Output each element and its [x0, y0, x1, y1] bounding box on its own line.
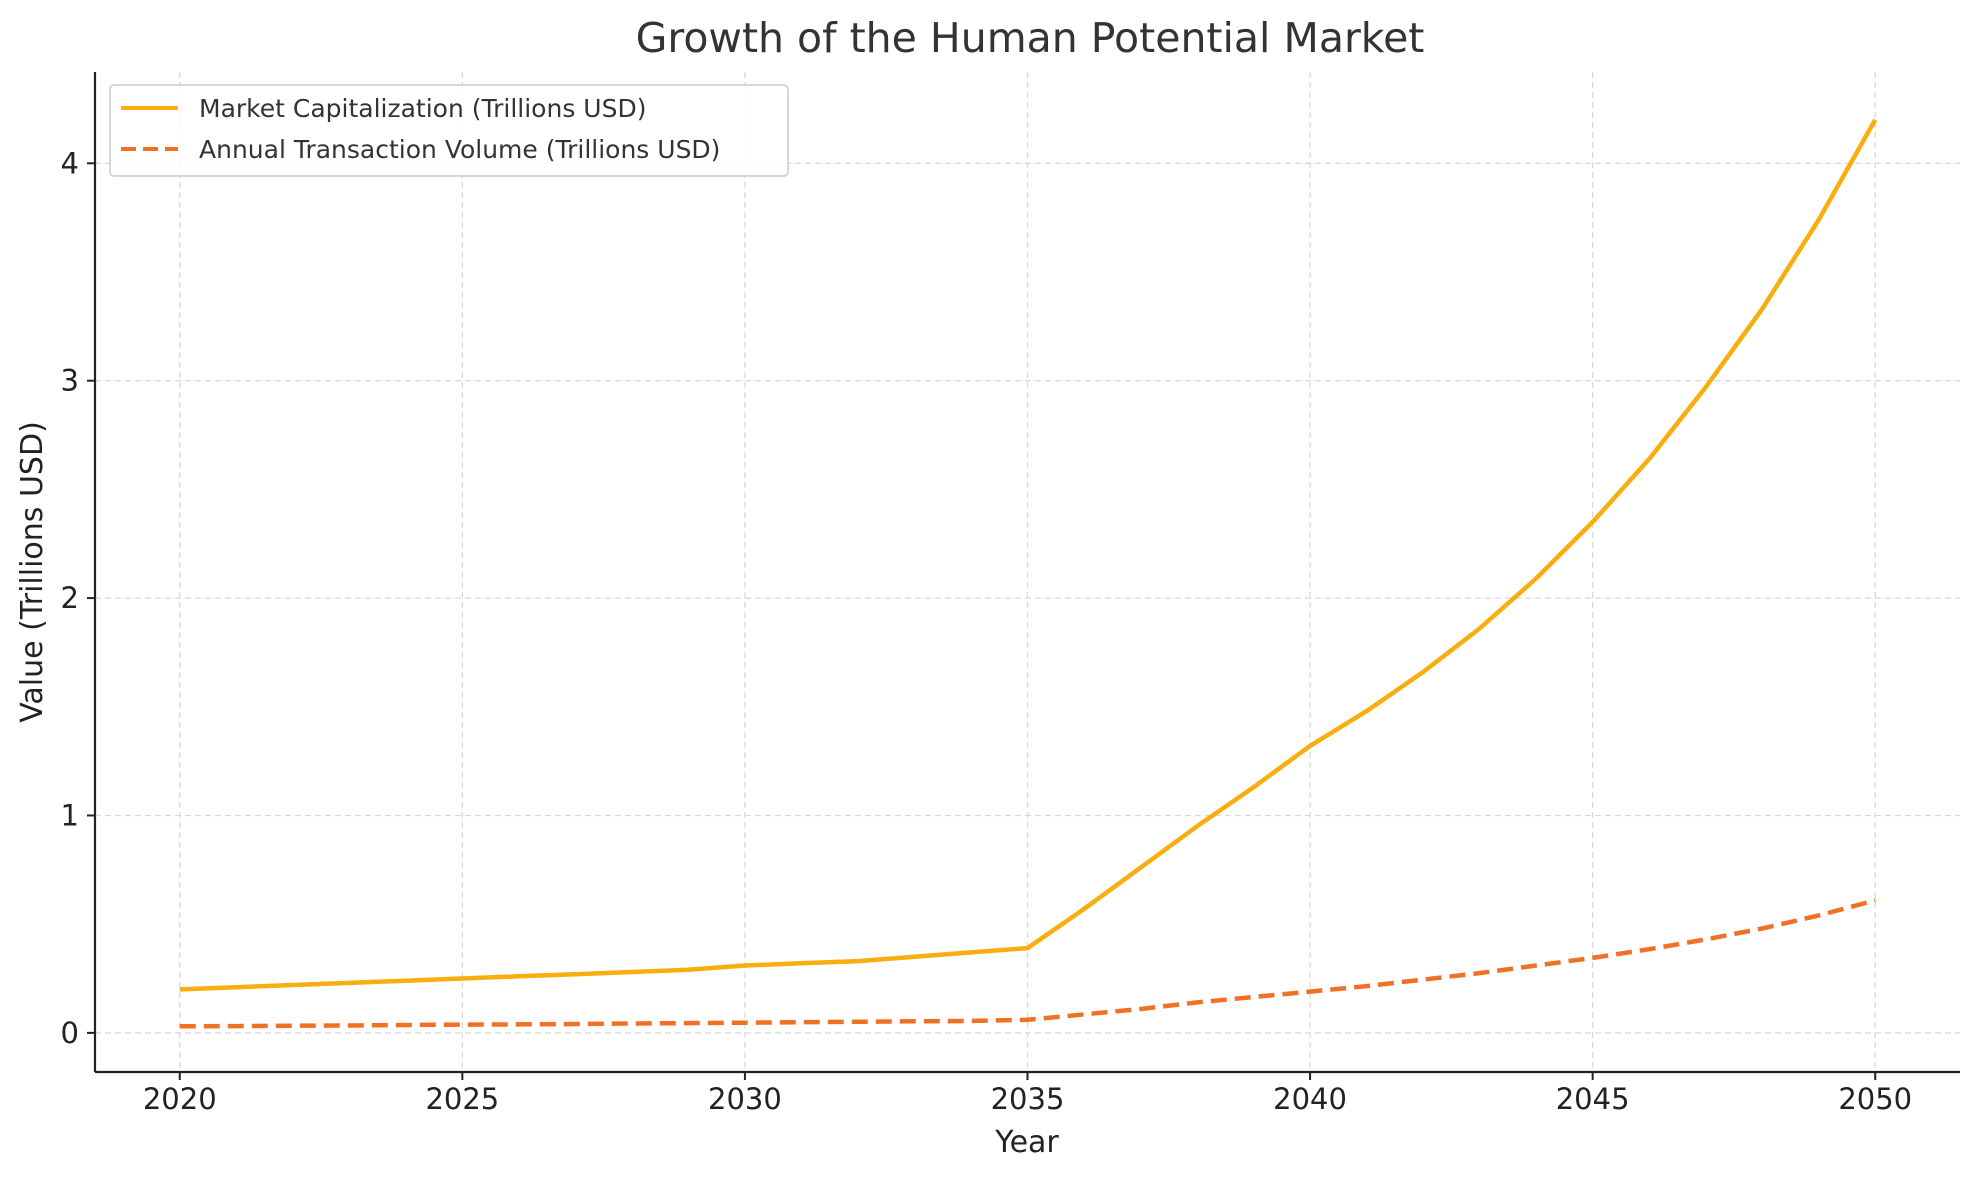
x-tick-label: 2025 — [425, 1082, 499, 1116]
y-tick-label: 1 — [61, 798, 79, 832]
chart-title: Growth of the Human Potential Market — [636, 14, 1425, 62]
x-axis-label: Year — [994, 1125, 1059, 1160]
y-tick-label: 4 — [61, 146, 79, 180]
y-tick-label: 3 — [61, 364, 79, 398]
x-tick-label: 2020 — [143, 1082, 217, 1116]
x-tick-label: 2045 — [1556, 1082, 1630, 1116]
x-tick-label: 2035 — [991, 1082, 1065, 1116]
y-axis-label: Value (Trillions USD) — [15, 421, 50, 723]
x-axis-ticks: 2020 2025 2030 2035 2040 2045 2050 — [143, 1072, 1912, 1116]
legend-label-market-cap: Market Capitalization (Trillions USD) — [199, 94, 646, 123]
grid-lines — [95, 72, 1960, 1072]
x-tick-label: 2050 — [1838, 1082, 1912, 1116]
series-lines — [179, 118, 1878, 1029]
legend-box — [109, 84, 789, 177]
legend-label-transaction-volume: Annual Transaction Volume (Trillions USD… — [199, 135, 720, 164]
y-tick-label: 2 — [61, 581, 79, 615]
series-line-transaction-volume — [179, 898, 1876, 1029]
legend: Market Capitalization (Trillions USD) An… — [109, 84, 789, 177]
y-axis-ticks: 0 1 2 3 4 — [61, 146, 95, 1050]
x-tick-label: 2040 — [1273, 1082, 1347, 1116]
x-tick-label: 2030 — [708, 1082, 782, 1116]
y-tick-label: 0 — [61, 1016, 79, 1050]
series-line-market-cap — [179, 118, 1878, 992]
